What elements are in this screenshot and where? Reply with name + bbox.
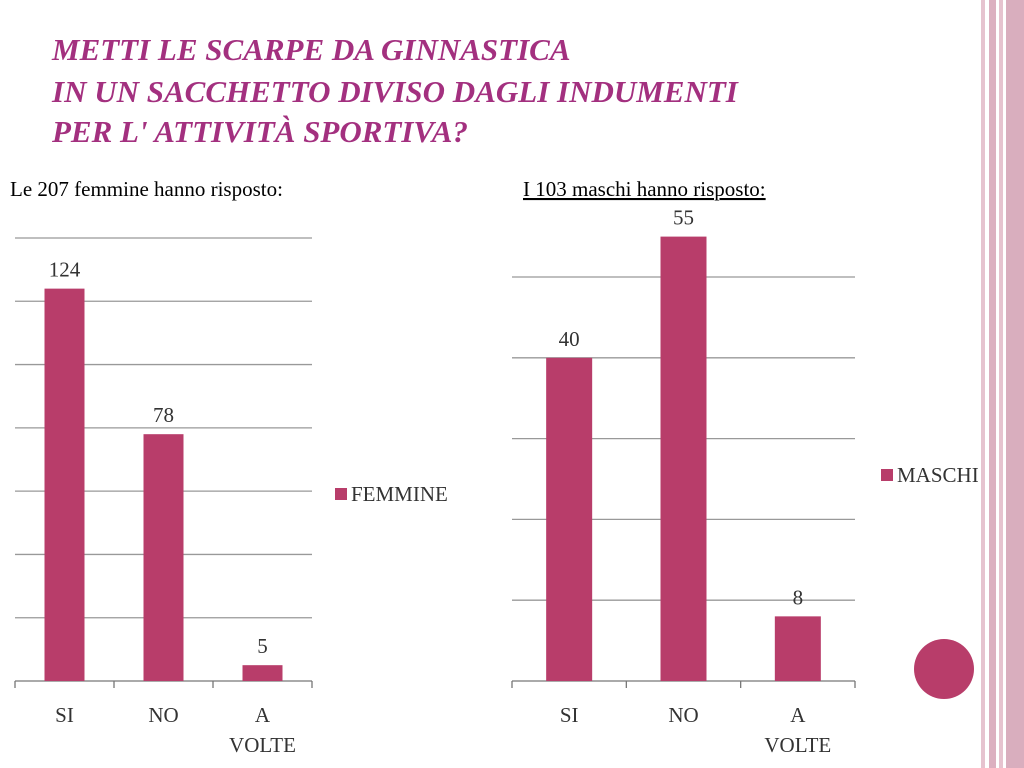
stripe [999,0,1003,768]
x-tick-label: NO [148,703,178,727]
data-label: 55 [673,206,694,230]
data-label: 5 [257,634,268,658]
chart-subtitle: I 103 maschi hanno risposto: [523,177,766,201]
x-tick-label: NO [668,703,698,727]
stripe [981,0,985,768]
x-tick-label: A VOLTE [229,703,296,757]
legend-label: FEMMINE [351,482,448,506]
legend-label: MASCHI [897,463,979,487]
title-line: METTI LE SCARPE DA GINNASTICA [51,32,571,67]
x-tick-label: SI [560,703,579,727]
bar [242,665,283,681]
bar [774,616,821,681]
x-tick-label: A VOLTE [764,703,831,757]
x-tick-label: SI [55,703,74,727]
bar [44,288,85,681]
data-label: 124 [49,258,81,282]
bar [546,357,593,681]
bar [660,236,707,681]
legend-swatch [881,469,893,481]
title-line: PER L' ATTIVITÀ SPORTIVA? [51,114,468,149]
decor-circle [914,639,974,699]
data-label: 40 [559,327,580,351]
stripe [1006,0,1024,768]
title-line: IN UN SACCHETTO DIVISO DAGLI INDUMENTI [51,74,739,109]
legend-swatch [335,488,347,500]
data-label: 78 [153,403,174,427]
bar [143,434,184,681]
data-label: 8 [793,585,804,609]
chart-subtitle: Le 207 femmine hanno risposto: [10,177,283,201]
stripe [989,0,996,768]
